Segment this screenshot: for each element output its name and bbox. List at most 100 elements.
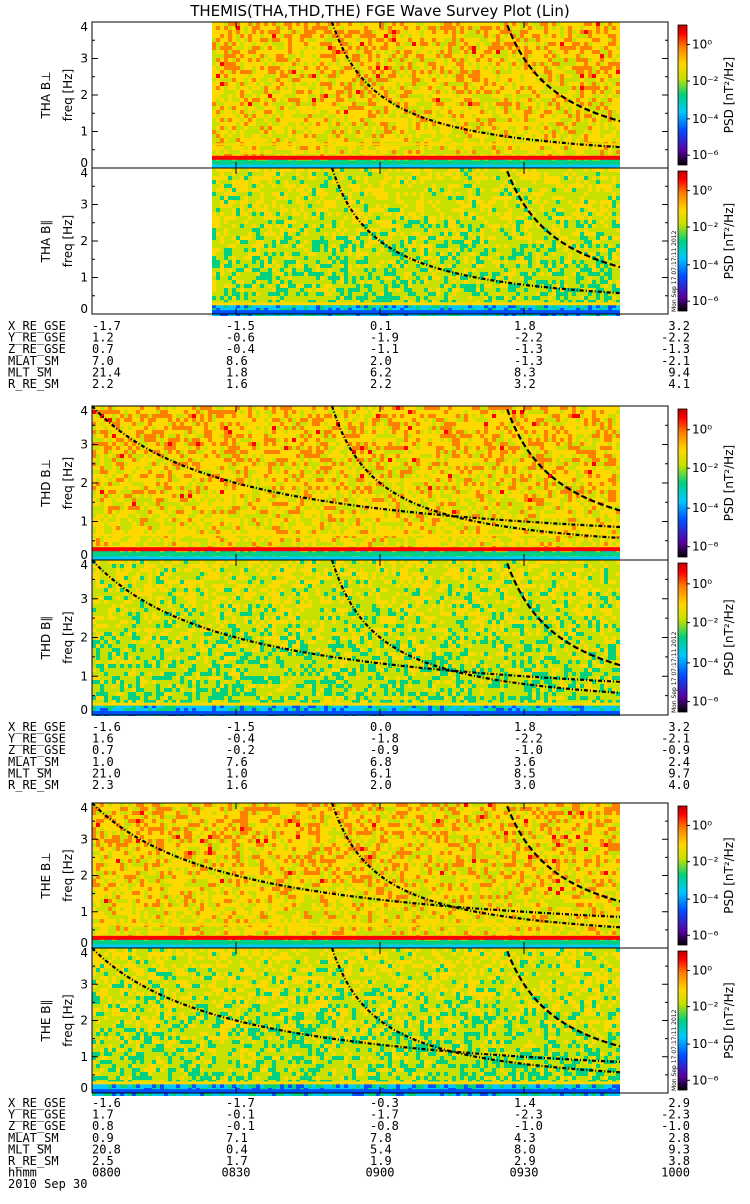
colorbar-tick-label: 10⁻² xyxy=(692,616,719,630)
panel-yunit: freq [Hz] xyxy=(61,994,75,1046)
ytick-label: 2 xyxy=(80,476,88,490)
colorbar-label: PSD [nT²/Hz] xyxy=(722,57,736,133)
ytick-label: 1 xyxy=(80,125,88,139)
colorbar-label: PSD [nT²/Hz] xyxy=(722,203,736,279)
orbit-value: 4.1 xyxy=(668,377,690,391)
colorbar-tick-label: 10⁰ xyxy=(692,963,712,977)
colorbar-tick-label: 10⁻² xyxy=(692,1000,719,1014)
colorbar-tick-label: 10⁰ xyxy=(692,577,712,591)
ytick-label: 3 xyxy=(80,977,88,991)
ytick-label: 3 xyxy=(80,438,88,452)
colorbar-label: PSD [nT²/Hz] xyxy=(722,599,736,675)
panel-ylabel: THD B⊥ xyxy=(39,459,53,508)
panel-yunit: freq [Hz] xyxy=(61,69,75,121)
ytick-label: 2 xyxy=(80,631,88,645)
colorbar-tick-label: 10⁻² xyxy=(692,461,719,475)
ytick-label: 4 xyxy=(80,20,88,34)
orbit-value: 3.0 xyxy=(514,778,536,792)
spectrogram-cells xyxy=(212,168,620,316)
colorbar-label: PSD [nT²/Hz] xyxy=(722,837,736,913)
colorbar-tick-label: 10⁻⁴ xyxy=(692,258,719,272)
panel-ylabel: THE B∥ xyxy=(39,1000,53,1043)
figure-title: THEMIS(THA,THD,THE) FGE Wave Survey Plot… xyxy=(189,2,570,20)
colorbar-tick-label: 10⁻⁶ xyxy=(692,540,719,554)
colorbar-tick-label: 10⁰ xyxy=(692,423,712,437)
colorbar-tick-label: 10⁰ xyxy=(692,184,712,198)
colorbar-tick-label: 10⁻⁴ xyxy=(692,892,719,906)
time-tick-label: 0900 xyxy=(366,1166,395,1180)
colorbar-tick-label: 10⁻⁶ xyxy=(692,695,719,709)
colorbar-tick-label: 10⁻⁴ xyxy=(692,656,719,670)
ytick-label: 4 xyxy=(80,166,88,180)
time-tick-label: 0800 xyxy=(92,1166,121,1180)
timestamp-stamp: Mon Sep 17 07:17:11 2012 xyxy=(671,631,678,713)
ytick-label: 4 xyxy=(80,801,88,815)
panel-yunit: freq [Hz] xyxy=(61,849,75,901)
orbit-value: 2.0 xyxy=(370,778,392,792)
orbit-value: 2.2 xyxy=(370,377,392,391)
ytick-label: 2 xyxy=(80,1014,88,1028)
ytick-label: 0 xyxy=(80,302,88,316)
colorbar-tick-label: 10⁻⁶ xyxy=(692,294,719,308)
panel-ylabel: THA B∥ xyxy=(39,220,53,264)
ytick-label: 2 xyxy=(80,234,88,248)
ytick-label: 2 xyxy=(80,88,88,102)
colorbar-tick-label: 10⁰ xyxy=(692,38,712,52)
ytick-label: 3 xyxy=(80,198,88,212)
panel-ylabel: THE B⊥ xyxy=(39,852,53,899)
colorbar-tick-label: 10⁻⁴ xyxy=(692,501,719,515)
spectrogram-cells xyxy=(212,22,620,170)
colorbar-tick-label: 10⁻⁶ xyxy=(692,148,719,162)
ytick-label: 3 xyxy=(80,832,88,846)
spectrogram-panels: 0 1 2 3 4 THA B⊥ freq [Hz] 10⁰ 10⁻² 10⁻⁴ 10⁻⁶ PSD [… xyxy=(39,20,736,1096)
spectrogram-cells xyxy=(92,803,620,951)
date-label: 2010 Sep 30 xyxy=(8,1177,87,1191)
colorbar: 10⁰ 10⁻² 10⁻⁴ 10⁻⁶ PSD [nT²/Hz] Mon Sep 17 07… xyxy=(671,563,736,713)
orbit-row-name: R_RE_SM xyxy=(8,377,59,391)
orbit-row-name: R_RE_SM xyxy=(8,778,59,792)
ytick-label: 4 xyxy=(80,558,88,572)
ytick-label: 4 xyxy=(80,946,88,960)
colorbar-tick-label: 10⁰ xyxy=(692,818,712,832)
ytick-label: 1 xyxy=(80,905,88,919)
orbit-value: 1.6 xyxy=(226,778,248,792)
orbit-value: 4.0 xyxy=(668,778,690,792)
time-tick-label: 0930 xyxy=(510,1166,539,1180)
ytick-label: 1 xyxy=(80,669,88,683)
timestamp-stamp: Mon Sep 17 07:17:11 2012 xyxy=(671,1009,678,1091)
ytick-label: 0 xyxy=(80,1081,88,1095)
colorbar-label: PSD [nT²/Hz] xyxy=(722,982,736,1058)
ytick-label: 2 xyxy=(80,869,88,883)
panel-ylabel: THD B∥ xyxy=(39,616,53,661)
colorbar-tick-label: 10⁻⁴ xyxy=(692,112,719,126)
orbit-value: 2.2 xyxy=(92,377,114,391)
colorbar-tick-label: 10⁻² xyxy=(692,74,719,88)
ytick-label: 3 xyxy=(80,592,88,606)
ytick-label: 1 xyxy=(80,271,88,285)
time-tick-label: 0830 xyxy=(222,1166,251,1180)
panel-ylabel: THA B⊥ xyxy=(39,71,53,119)
colorbar-tick-label: 10⁻² xyxy=(692,855,719,869)
orbit-value: 3.2 xyxy=(514,377,536,391)
ytick-label: 1 xyxy=(80,1050,88,1064)
ytick-label: 3 xyxy=(80,52,88,66)
colorbar: 10⁰ 10⁻² 10⁻⁴ 10⁻⁶ PSD [nT²/Hz] xyxy=(678,25,736,165)
orbit-value: 1.6 xyxy=(226,377,248,391)
ytick-label: 4 xyxy=(80,404,88,418)
panel-yunit: freq [Hz] xyxy=(61,457,75,509)
colorbar-tick-label: 10⁻² xyxy=(692,220,719,234)
panel-yunit: freq [Hz] xyxy=(61,611,75,663)
